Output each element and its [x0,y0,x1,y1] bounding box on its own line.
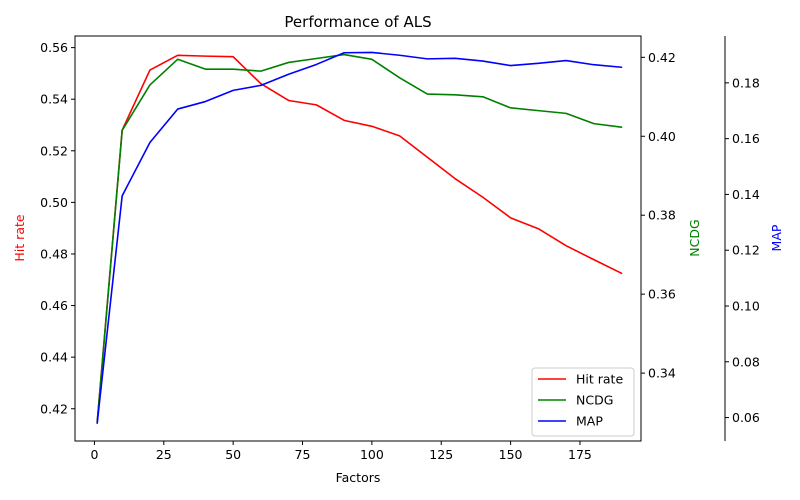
x-tick-label: 0 [90,447,98,462]
hit-tick-label: 0.48 [40,246,68,261]
map-tick-label: 0.18 [732,75,760,90]
x-tick-label: 150 [499,447,523,462]
hit-tick-label: 0.50 [40,195,68,210]
ncdg-tick-label: 0.42 [648,50,676,65]
hit-tick-label: 0.44 [40,350,68,365]
ncdg-tick-label: 0.34 [648,366,676,381]
map-tick-label: 0.14 [732,187,760,202]
legend-label: MAP [576,414,603,429]
legend-label: Hit rate [576,372,623,387]
legend-entries: Hit rate NCDG MAP [538,372,623,429]
map-tick-label: 0.06 [732,410,760,425]
map-tick-label: 0.12 [732,243,760,258]
series-line-map [96,51,623,424]
hit-rate-axis: 0.42 0.44 0.46 0.48 0.50 0.52 0.54 0.56 [40,40,75,416]
hit-rate-axis-label: Hit rate [12,214,27,261]
legend-box [531,367,635,437]
series-line-hit [96,54,623,423]
hit-tick-label: 0.42 [40,401,68,416]
hit-tick-label: 0.46 [40,298,68,313]
ncdg-tick-label: 0.36 [648,287,676,302]
chart-title: Performance of ALS [284,13,431,31]
ncdg-axis-label: NCDG [687,219,702,256]
ncdg-axis: 0.34 0.36 0.38 0.40 0.42 [641,50,676,381]
series-line-ncdg [96,53,623,424]
map-tick-label: 0.16 [732,131,760,146]
x-tick-label: 125 [429,447,453,462]
hit-tick-label: 0.52 [40,143,68,158]
x-tick-label: 75 [295,447,311,462]
plot-frame [74,35,642,442]
ncdg-tick-label: 0.40 [648,129,676,144]
series-layer [96,51,623,424]
x-tick-label: 25 [156,447,172,462]
ncdg-tick-label: 0.38 [648,208,676,223]
map-axis: 0.06 0.08 0.10 0.12 0.14 0.16 0.18 [724,36,760,441]
hit-tick-label: 0.54 [40,92,68,107]
legend: Hit rate NCDG MAP [531,367,635,437]
x-axis: 0 25 50 75 100 125 150 175 [90,441,592,462]
x-tick-label: 50 [225,447,241,462]
legend-label: NCDG [576,393,613,408]
map-tick-label: 0.10 [732,299,760,314]
x-tick-label: 175 [568,447,592,462]
x-axis-label: Factors [336,470,381,485]
x-tick-label: 100 [360,447,384,462]
map-tick-label: 0.08 [732,354,760,369]
hit-tick-label: 0.56 [40,40,68,55]
map-axis-label: MAP [769,224,784,251]
